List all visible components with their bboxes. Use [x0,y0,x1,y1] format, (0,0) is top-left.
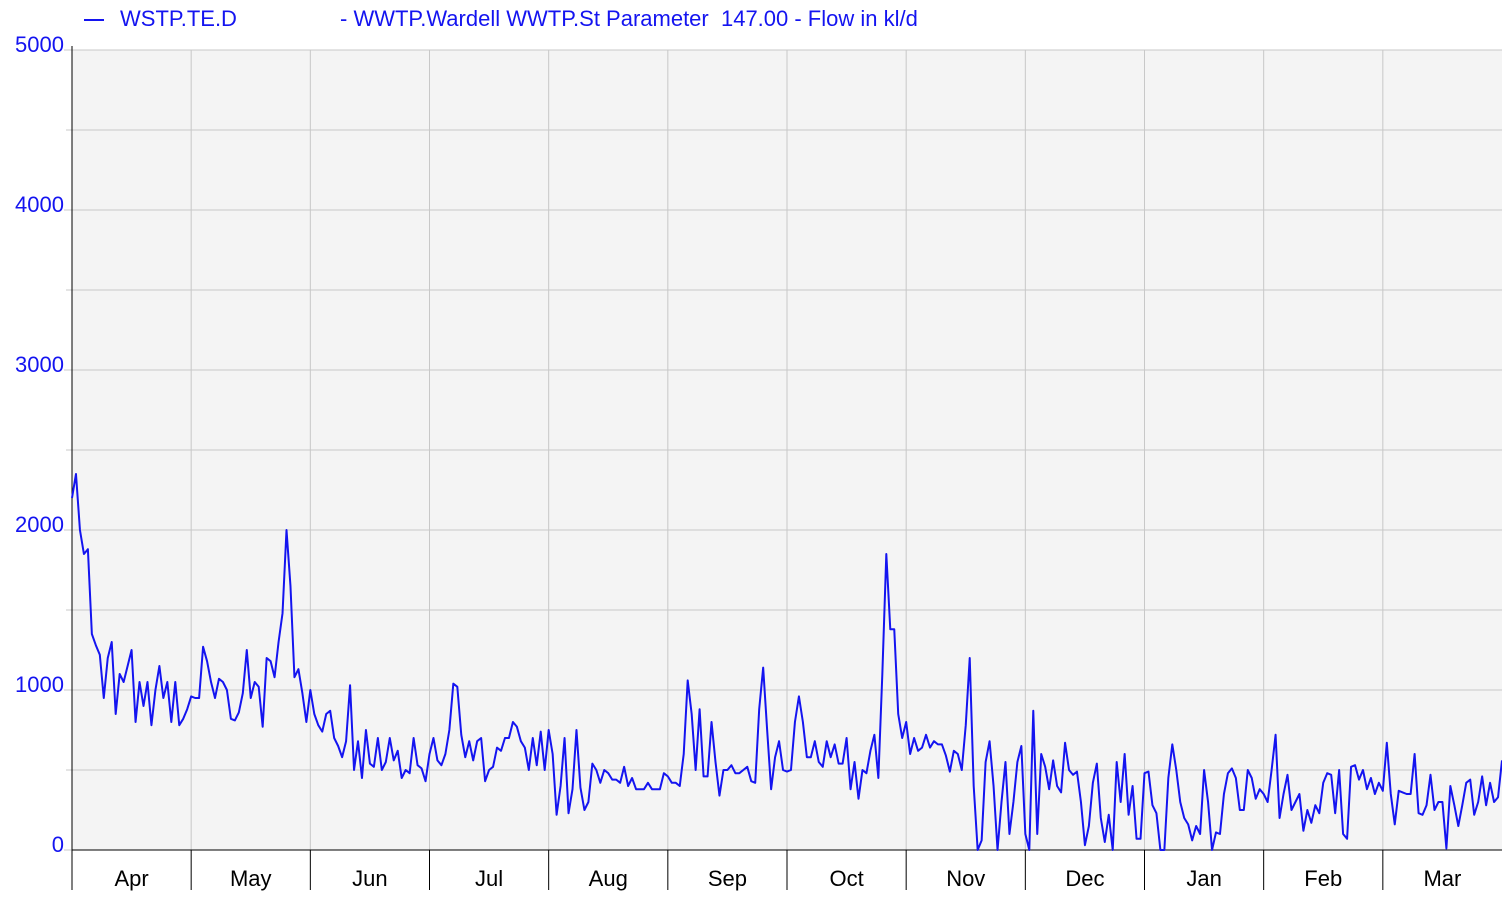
x-tick-label: May [230,866,272,891]
legend-label: WSTP.TE.D [120,6,237,31]
x-tick-label: Nov [946,866,985,891]
y-tick-label: 1000 [15,672,64,697]
y-tick-label: 0 [52,832,64,857]
x-tick-label: Mar [1423,866,1461,891]
x-tick-label: Oct [829,866,863,891]
x-tick-label: Jun [352,866,387,891]
x-tick-label: Sep [708,866,747,891]
y-tick-label: 2000 [15,512,64,537]
data-line [71,473,1502,851]
x-tick-label: Aug [589,866,628,891]
y-tick-label: 5000 [15,32,64,57]
y-tick-label: 3000 [15,352,64,377]
x-tick-label: Dec [1065,866,1104,891]
x-tick-label: Jan [1186,866,1221,891]
y-tick-label: 4000 [15,192,64,217]
x-tick-label: Apr [114,866,148,891]
chart-title: - WWTP.Wardell WWTP.St Parameter 147.00 … [340,6,918,31]
x-tick-label: Feb [1304,866,1342,891]
x-tick-label: Jul [475,866,503,891]
